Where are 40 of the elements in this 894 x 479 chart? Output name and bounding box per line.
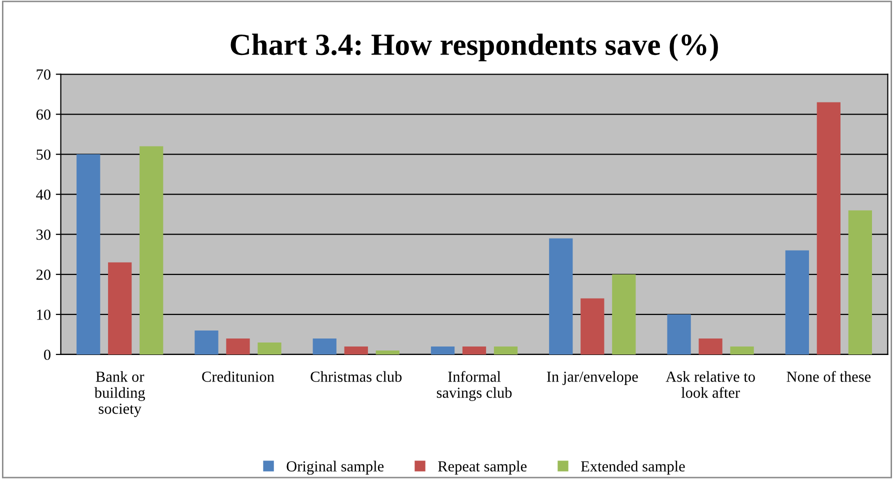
x-tick-label: Ask relative to look after xyxy=(666,371,755,398)
y-tick-label: 50 xyxy=(36,149,50,160)
bar xyxy=(140,146,164,354)
bar xyxy=(226,338,250,354)
bar xyxy=(194,330,218,354)
x-tick-label: Bank or building society xyxy=(94,371,146,418)
bar xyxy=(76,154,100,354)
x-tick-label: None of these xyxy=(786,370,871,382)
bar xyxy=(344,346,368,354)
x-tick-label: Creditunion xyxy=(202,371,274,382)
bar xyxy=(730,346,754,354)
x-tick-label: In jar/envelope xyxy=(546,371,638,385)
bar xyxy=(785,250,809,354)
bar xyxy=(580,298,604,354)
x-tick-label: Informal savings club xyxy=(436,370,512,401)
bar xyxy=(376,350,400,354)
bar xyxy=(698,338,722,354)
y-tick-label: 40 xyxy=(36,189,50,200)
legend-label: Original sample xyxy=(286,460,384,475)
y-tick-label: 20 xyxy=(36,270,50,280)
bar xyxy=(848,210,872,354)
bar xyxy=(667,314,691,354)
x-tick-label: Christmas club xyxy=(310,371,402,382)
bar xyxy=(108,262,132,354)
bar xyxy=(612,274,636,354)
y-tick-label: 0 xyxy=(44,350,50,360)
bar xyxy=(494,346,518,354)
bar xyxy=(312,338,336,354)
legend-label: Repeat sample xyxy=(438,460,527,475)
y-tick-label: 10 xyxy=(37,310,50,320)
legend-label: Extended sample xyxy=(581,460,685,475)
y-tick-label: 60 xyxy=(36,109,50,120)
chart-title: Chart 3.4: How respondents save (%) xyxy=(230,34,718,62)
y-tick-label: 30 xyxy=(36,230,50,240)
y-tick-label: 70 xyxy=(36,69,50,80)
bar xyxy=(462,346,486,354)
bar xyxy=(430,346,455,354)
bar xyxy=(258,342,282,354)
bar xyxy=(549,238,573,354)
bar xyxy=(816,102,840,354)
